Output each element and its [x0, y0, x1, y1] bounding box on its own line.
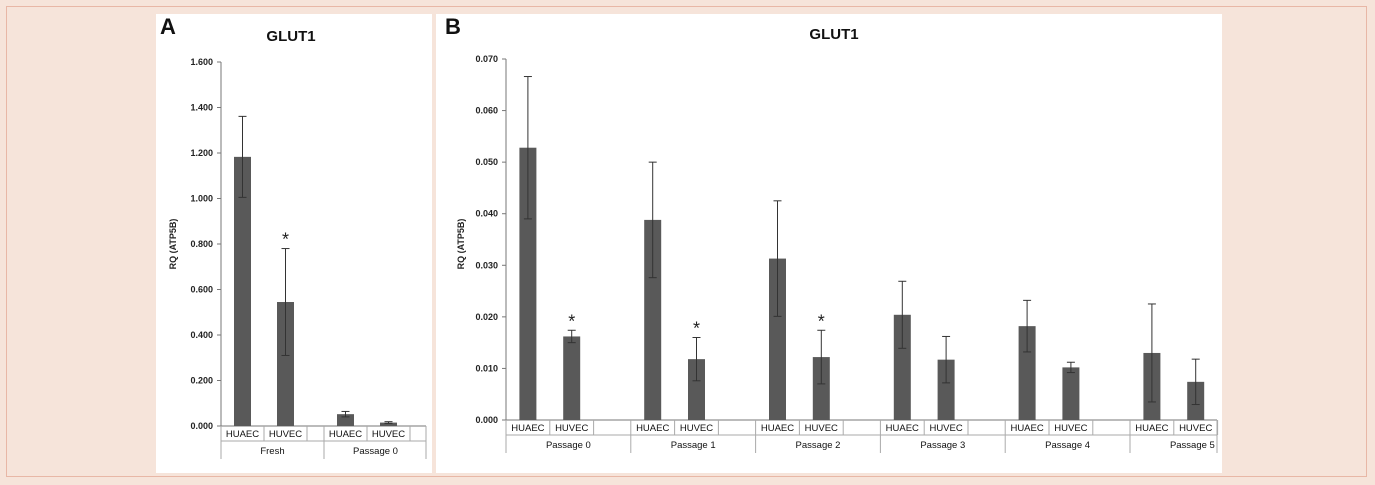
bar — [519, 147, 537, 420]
chart-b-svg: B GLUT1 RQ (ATP5B) 0.000 0.010 0.020 0.030 0.04… — [445, 14, 1219, 453]
x-category-label: HUAEC — [511, 423, 544, 434]
y-tick-label: 0.600 — [190, 285, 213, 295]
y-tick-label: 0.200 — [190, 376, 213, 386]
x-category-label: HUAEC — [329, 429, 362, 440]
x-category-label: HUAEC — [1135, 423, 1168, 434]
significance-marker: * — [693, 318, 700, 338]
x-category-label: HUVEC — [1054, 423, 1087, 434]
y-tick-label: 0.040 — [475, 209, 498, 219]
x-group-label: Passage 4 — [1045, 440, 1090, 451]
y-tick-label: 1.200 — [190, 148, 213, 158]
x-category-label: HUVEC — [372, 429, 405, 440]
significance-marker: * — [568, 311, 575, 331]
significance-marker: * — [818, 311, 825, 331]
x-category-label: HUAEC — [636, 423, 669, 434]
bar — [380, 422, 397, 426]
x-category-label: HUVEC — [680, 423, 713, 434]
y-axis-label: RQ (ATP5B) — [168, 219, 178, 270]
bar — [688, 359, 705, 420]
x-category-label: HUVEC — [1179, 423, 1212, 434]
bar — [337, 414, 354, 426]
x-group-label: Passage 1 — [671, 440, 716, 451]
bar — [277, 302, 294, 426]
x-category-label: HUAEC — [1010, 423, 1043, 434]
bar — [769, 258, 786, 420]
y-tick-label: 0.050 — [475, 157, 498, 167]
chart-panel-b: B GLUT1 RQ (ATP5B) 0.000 0.010 0.020 0.030 0.04… — [436, 14, 1222, 473]
x-category-label: HUAEC — [886, 423, 919, 434]
y-tick-label: 0.060 — [475, 106, 498, 116]
bar — [644, 219, 662, 420]
x-category-label: HUVEC — [929, 423, 962, 434]
bar — [1062, 367, 1080, 420]
y-tick-label: 0.000 — [475, 415, 498, 425]
x-category-label: HUAEC — [761, 423, 794, 434]
x-group-label: Passage 5 — [1170, 440, 1215, 451]
bar — [937, 359, 955, 420]
y-tick-label: 1.000 — [190, 194, 213, 204]
panel-label: A — [160, 14, 176, 39]
y-tick-label: 0.070 — [475, 54, 498, 64]
bar — [563, 336, 581, 420]
y-axis-label: RQ (ATP5B) — [456, 219, 466, 270]
chart-a-svg: A GLUT1 RQ (ATP5B) 0.000 0.200 0.400 0.600 0.80… — [160, 14, 427, 459]
bar — [1018, 326, 1036, 420]
y-tick-label: 0.000 — [190, 421, 213, 431]
y-tick-label: 0.010 — [475, 363, 498, 373]
y-tick-label: 0.020 — [475, 312, 498, 322]
x-group-label: Passage 0 — [353, 446, 398, 457]
y-tick-label: 0.030 — [475, 260, 498, 270]
bar — [893, 314, 911, 420]
y-tick-label: 1.400 — [190, 103, 213, 113]
bar — [812, 357, 830, 420]
figure-frame — [6, 6, 1367, 477]
y-tick-label: 0.800 — [190, 239, 213, 249]
x-category-label: HUVEC — [269, 429, 302, 440]
x-group-label: Passage 0 — [546, 440, 591, 451]
x-group-label: Passage 2 — [796, 440, 841, 451]
x-group-label: Passage 3 — [920, 440, 965, 451]
chart-panel-a: A GLUT1 RQ (ATP5B) 0.000 0.200 0.400 0.600 0.80… — [156, 14, 432, 473]
y-tick-label: 0.400 — [190, 330, 213, 340]
x-category-label: HUVEC — [805, 423, 838, 434]
significance-marker: * — [282, 230, 289, 250]
y-tick-label: 1.600 — [190, 57, 213, 67]
x-category-label: HUAEC — [226, 429, 259, 440]
bar — [234, 156, 251, 426]
x-group-label: Fresh — [260, 446, 284, 457]
x-category-label: HUVEC — [555, 423, 588, 434]
chart-title: GLUT1 — [266, 28, 315, 45]
chart-title: GLUT1 — [809, 26, 858, 43]
panel-label: B — [445, 14, 461, 39]
